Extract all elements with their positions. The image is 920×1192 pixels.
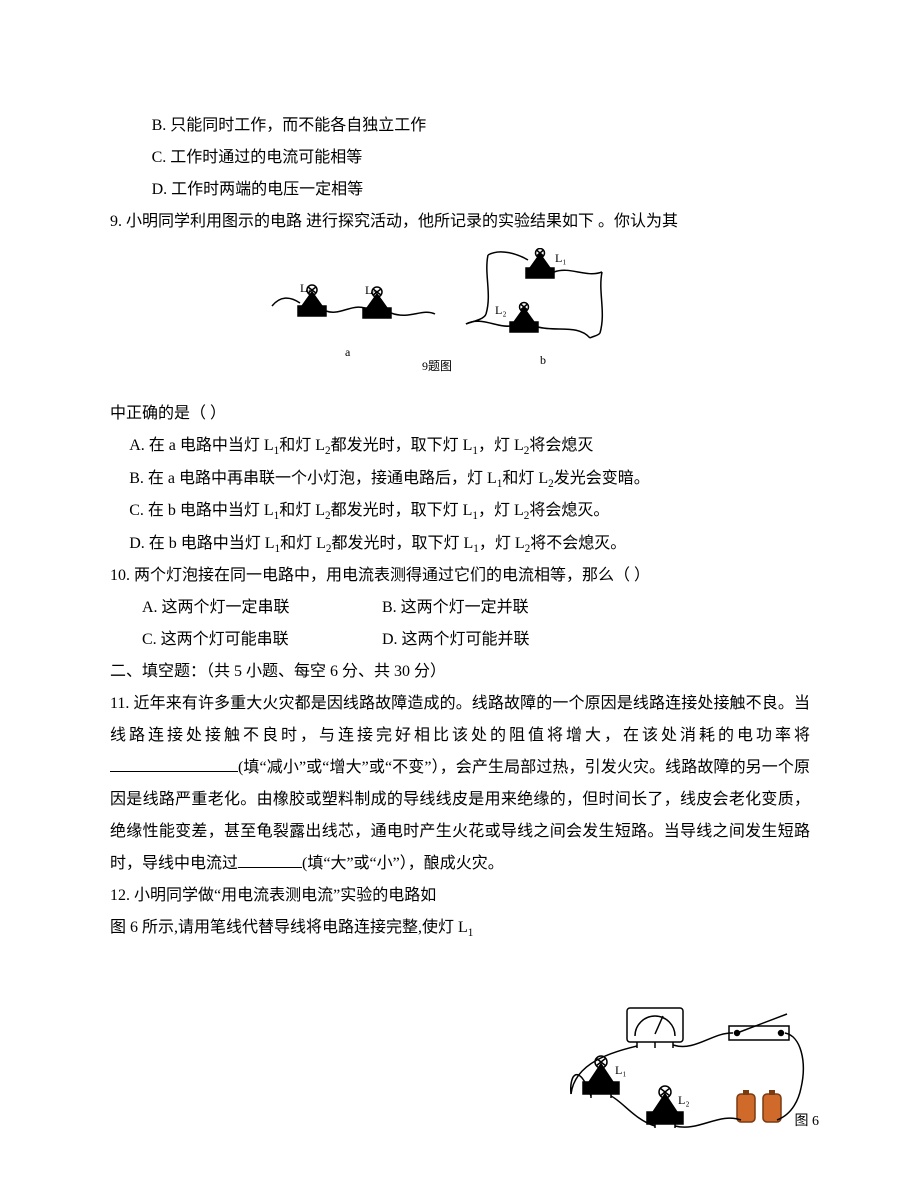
- q12-fig-L1: L₁: [615, 1058, 627, 1082]
- prev-option-C: C. 工作时通过的电流可能相等: [110, 142, 810, 174]
- q12-fig-caption: 图 6: [795, 1108, 820, 1136]
- q9-figure: L₁ L₂ L₁ L₂ a b 9题图: [270, 248, 650, 388]
- q9-stem-line2: 中正确的是（ ）: [110, 398, 810, 430]
- q11-blank1[interactable]: [110, 757, 238, 772]
- q11-paragraph: 11. 近年来有许多重大火灾都是因线路故障造成的。线路故障的一个原因是线路连接处…: [110, 688, 810, 880]
- q9B-tail: 发光会变暗。: [554, 470, 650, 487]
- q9D-m3: ，灯 L: [479, 535, 525, 552]
- q9C-m3: ，灯 L: [478, 502, 524, 519]
- q9-fig-L1b: L₁: [555, 246, 567, 270]
- q9-option-A: A. 在 a 电路中当灯 L1和灯 L2都发光时，取下灯 L1，灯 L2将会熄灭: [110, 430, 810, 463]
- q9D-m2: 都发光时，取下灯 L: [332, 535, 474, 552]
- q9C-pre: C. 在 b 电路中当灯 L: [129, 502, 273, 519]
- q9-fig-L1a: L₁: [300, 276, 312, 300]
- prev-option-B: B. 只能同时工作，而不能各自独立工作: [110, 110, 810, 142]
- q12-line1: 12. 小明同学做“用电流表测电流”实验的电路如: [110, 880, 550, 912]
- q9B-pre: B. 在 a 电路中再串联一个小灯泡，接通电路后，灯 L: [129, 470, 497, 487]
- q9-fig-caption: 9题图: [422, 354, 452, 378]
- q10-option-C: C. 这两个灯可能串联: [142, 624, 382, 656]
- q12-circuit-svg: [565, 1002, 815, 1142]
- q12-fig-L2: L₂: [678, 1088, 690, 1112]
- q9A-pre: A. 在 a 电路中当灯 L: [129, 437, 273, 454]
- q9C-m2: 都发光时，取下灯 L: [331, 502, 473, 519]
- q9-fig-L2a: L₂: [365, 278, 377, 302]
- q9-circuit-svg: [270, 248, 650, 388]
- q9-fig-labela: a: [345, 340, 350, 364]
- q9D-tail: 将不会熄灭。: [530, 535, 626, 552]
- q11-blank2[interactable]: [238, 853, 302, 868]
- q9A-m2: 都发光时，取下灯 L: [331, 437, 473, 454]
- q10-option-A: A. 这两个灯一定串联: [142, 592, 382, 624]
- q9-option-C: C. 在 b 电路中当灯 L1和灯 L2都发光时，取下灯 L1，灯 L2将会熄灭…: [110, 495, 810, 528]
- q10-option-D: D. 这两个灯可能并联: [382, 624, 622, 656]
- q9A-m1: 和灯 L: [279, 437, 325, 454]
- q11-seg1: 11. 近年来有许多重大火灾都是因线路故障造成的。线路故障的一个原因是线路连接处…: [110, 695, 810, 744]
- q9D-m1: 和灯 L: [280, 535, 326, 552]
- q9C-tail: 将会熄灭。: [529, 502, 609, 519]
- q9A-tail: 将会熄灭: [529, 437, 593, 454]
- q9-fig-L2b: L₂: [495, 298, 507, 322]
- q11-seg3: (填“大”或“小”），酿成火灾。: [302, 855, 504, 872]
- q9A-m3: ，灯 L: [478, 437, 524, 454]
- q9-option-B: B. 在 a 电路中再串联一个小灯泡，接通电路后，灯 L1和灯 L2发光会变暗。: [110, 463, 810, 496]
- q10-stem: 10. 两个灯泡接在同一电路中，用电流表测得通过它们的电流相等，那么（ ）: [110, 560, 810, 592]
- q10-row1: A. 这两个灯一定串联 B. 这两个灯一定并联: [110, 592, 810, 624]
- q12-figure: L₁ L₂ 图 6: [565, 1002, 815, 1142]
- q9-stem-line1: 9. 小明同学利用图示的电路 进行探究活动，他所记录的实验结果如下 。你认为其: [110, 206, 810, 238]
- q9-fig-labelb: b: [540, 348, 546, 372]
- q9B-mid: 和灯 L: [502, 470, 548, 487]
- section2-heading: 二、填空题：（共 5 小题、每空 6 分、共 30 分）: [110, 656, 810, 688]
- q12-line2-pre: 图 6 所示,请用笔线代替导线将电路连接完整,使灯 L: [110, 919, 468, 936]
- q10-option-B: B. 这两个灯一定并联: [382, 592, 622, 624]
- q9D-pre: D. 在 b 电路中当灯 L: [129, 535, 274, 552]
- prev-option-D: D. 工作时两端的电压一定相等: [110, 174, 810, 206]
- q10-row2: C. 这两个灯可能串联 D. 这两个灯可能并联: [110, 624, 810, 656]
- q9-option-D: D. 在 b 电路中当灯 L1和灯 L2都发光时，取下灯 L1，灯 L2将不会熄…: [110, 528, 810, 561]
- q9C-m1: 和灯 L: [279, 502, 325, 519]
- q12-line2: 图 6 所示,请用笔线代替导线将电路连接完整,使灯 L1: [110, 912, 550, 945]
